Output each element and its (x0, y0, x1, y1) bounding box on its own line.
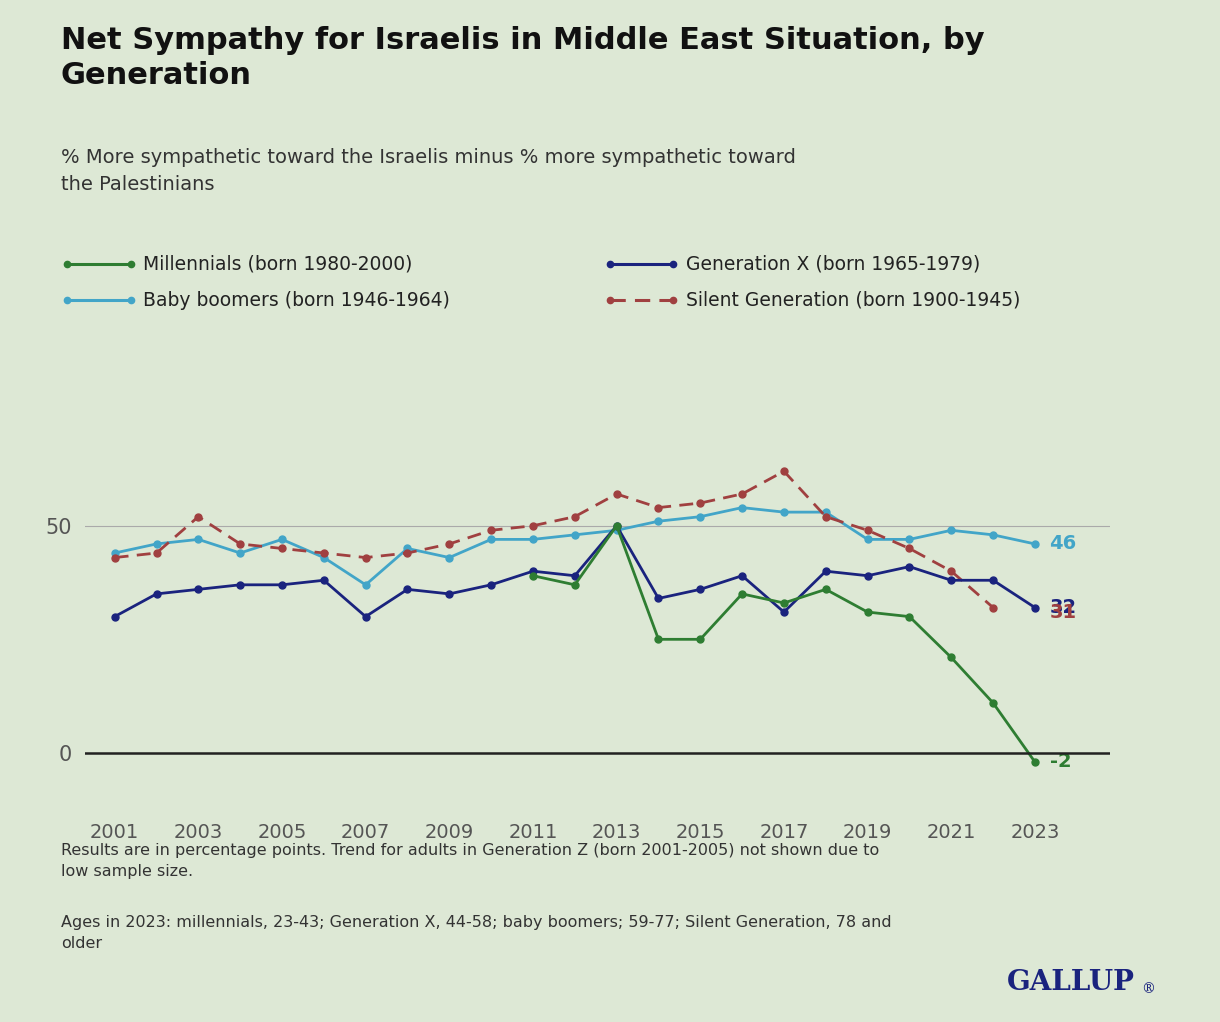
Text: Ages in 2023: millennials, 23-43; Generation X, 44-58; baby boomers; 59-77; Sile: Ages in 2023: millennials, 23-43; Genera… (61, 915, 892, 950)
Text: 32: 32 (1049, 598, 1077, 617)
Text: Silent Generation (born 1900-1945): Silent Generation (born 1900-1945) (686, 291, 1020, 310)
Text: Baby boomers (born 1946-1964): Baby boomers (born 1946-1964) (143, 291, 450, 310)
Text: % More sympathetic toward the Israelis minus % more sympathetic toward
the Pales: % More sympathetic toward the Israelis m… (61, 148, 795, 194)
Text: -2: -2 (1049, 752, 1071, 772)
Text: 46: 46 (1049, 535, 1077, 554)
Text: Millennials (born 1980-2000): Millennials (born 1980-2000) (143, 254, 412, 273)
Text: Net Sympathy for Israelis in Middle East Situation, by
Generation: Net Sympathy for Israelis in Middle East… (61, 26, 985, 91)
Text: Generation X (born 1965-1979): Generation X (born 1965-1979) (686, 254, 980, 273)
Text: GALLUP: GALLUP (1006, 970, 1135, 996)
Text: ®: ® (1141, 982, 1154, 996)
Text: Results are in percentage points. Trend for adults in Generation Z (born 2001-20: Results are in percentage points. Trend … (61, 843, 880, 879)
Text: 31: 31 (1049, 603, 1077, 621)
